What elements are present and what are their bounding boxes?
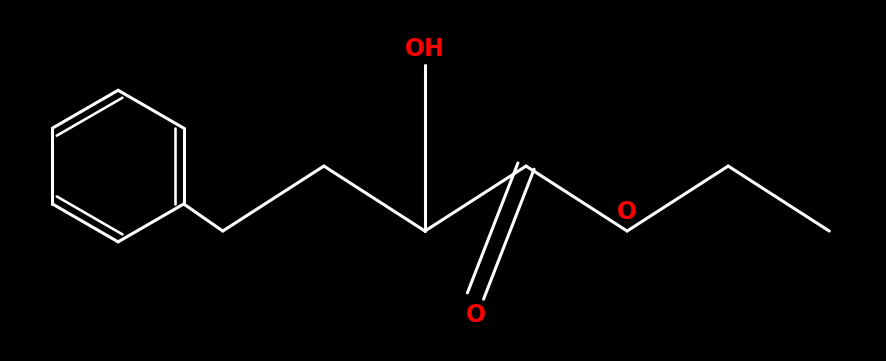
Text: O: O xyxy=(617,200,637,224)
Text: OH: OH xyxy=(405,38,445,61)
Text: O: O xyxy=(465,303,486,327)
